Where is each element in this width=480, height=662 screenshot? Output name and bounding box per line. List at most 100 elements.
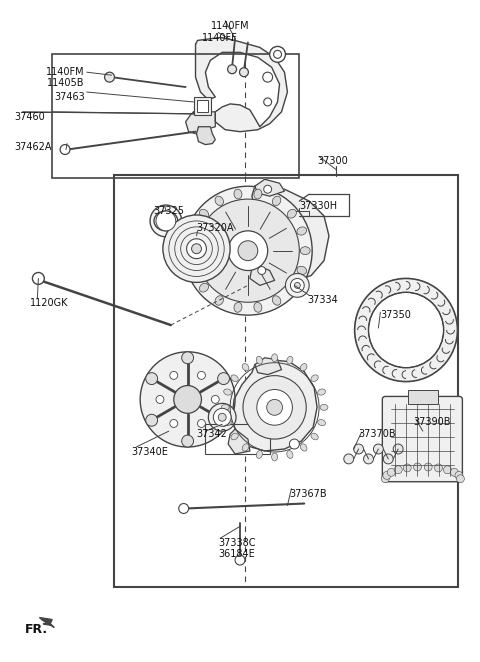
Circle shape bbox=[354, 444, 363, 454]
Polygon shape bbox=[252, 184, 329, 281]
Circle shape bbox=[146, 414, 157, 426]
Circle shape bbox=[217, 373, 229, 385]
Circle shape bbox=[228, 65, 237, 73]
Bar bbox=[205, 424, 270, 454]
Ellipse shape bbox=[287, 451, 293, 458]
Text: 37325: 37325 bbox=[153, 206, 184, 216]
Circle shape bbox=[146, 373, 157, 385]
Circle shape bbox=[197, 371, 205, 379]
Text: 37338C: 37338C bbox=[218, 538, 256, 548]
Polygon shape bbox=[195, 38, 288, 132]
Circle shape bbox=[182, 435, 193, 447]
Text: FR.: FR. bbox=[24, 622, 48, 636]
Circle shape bbox=[105, 72, 114, 82]
Circle shape bbox=[274, 50, 281, 58]
Text: 37300: 37300 bbox=[317, 156, 348, 166]
Ellipse shape bbox=[300, 363, 307, 371]
Ellipse shape bbox=[254, 189, 262, 199]
Text: 37390B: 37390B bbox=[413, 417, 450, 427]
Circle shape bbox=[451, 468, 458, 476]
Ellipse shape bbox=[186, 247, 195, 255]
Text: 37330H: 37330H bbox=[300, 201, 337, 211]
Circle shape bbox=[286, 273, 309, 297]
Circle shape bbox=[383, 471, 391, 479]
Circle shape bbox=[182, 352, 193, 363]
Text: 1140FF: 1140FF bbox=[203, 32, 238, 42]
Circle shape bbox=[381, 475, 389, 483]
Text: 37342: 37342 bbox=[196, 429, 228, 439]
Circle shape bbox=[455, 471, 463, 479]
Ellipse shape bbox=[234, 189, 242, 199]
Ellipse shape bbox=[221, 404, 229, 410]
Polygon shape bbox=[228, 429, 250, 454]
Text: 37340E: 37340E bbox=[131, 447, 168, 457]
Circle shape bbox=[60, 144, 70, 154]
Circle shape bbox=[163, 215, 230, 283]
Polygon shape bbox=[255, 357, 281, 375]
Circle shape bbox=[264, 98, 272, 106]
Polygon shape bbox=[250, 265, 275, 285]
Ellipse shape bbox=[272, 296, 281, 305]
Circle shape bbox=[208, 403, 236, 431]
Circle shape bbox=[424, 463, 432, 471]
Bar bbox=[52, 54, 300, 178]
Circle shape bbox=[211, 395, 219, 403]
Circle shape bbox=[238, 241, 258, 261]
Circle shape bbox=[267, 399, 283, 415]
Circle shape bbox=[174, 385, 202, 413]
Circle shape bbox=[289, 439, 300, 449]
Ellipse shape bbox=[256, 451, 263, 458]
Circle shape bbox=[235, 555, 245, 565]
Circle shape bbox=[456, 475, 464, 483]
Text: 37334: 37334 bbox=[307, 295, 338, 305]
Circle shape bbox=[264, 185, 272, 193]
Circle shape bbox=[369, 293, 444, 367]
Circle shape bbox=[257, 389, 292, 425]
Bar bbox=[196, 100, 208, 112]
Circle shape bbox=[344, 454, 354, 464]
Ellipse shape bbox=[256, 356, 263, 364]
Circle shape bbox=[387, 468, 395, 476]
Text: 37370B: 37370B bbox=[359, 429, 396, 439]
Ellipse shape bbox=[231, 375, 238, 381]
Ellipse shape bbox=[234, 303, 242, 312]
Circle shape bbox=[355, 279, 457, 381]
Bar bbox=[114, 175, 458, 587]
Circle shape bbox=[263, 72, 273, 82]
Polygon shape bbox=[232, 359, 317, 451]
Polygon shape bbox=[196, 126, 216, 144]
Ellipse shape bbox=[311, 375, 318, 381]
Text: 37460: 37460 bbox=[14, 112, 46, 122]
Text: 37462A: 37462A bbox=[14, 142, 52, 152]
Circle shape bbox=[240, 68, 249, 77]
Circle shape bbox=[384, 454, 393, 464]
Ellipse shape bbox=[318, 389, 325, 395]
Text: 37320A: 37320A bbox=[196, 223, 234, 233]
Circle shape bbox=[218, 413, 226, 421]
Ellipse shape bbox=[300, 247, 310, 255]
Ellipse shape bbox=[287, 283, 296, 292]
Circle shape bbox=[228, 231, 268, 271]
Ellipse shape bbox=[254, 303, 262, 312]
Circle shape bbox=[179, 504, 189, 514]
Ellipse shape bbox=[189, 266, 199, 275]
Ellipse shape bbox=[215, 296, 224, 305]
Circle shape bbox=[140, 352, 235, 447]
Bar bbox=[193, 97, 211, 115]
Circle shape bbox=[363, 454, 373, 464]
Ellipse shape bbox=[224, 389, 231, 395]
Text: 1120GK: 1120GK bbox=[29, 299, 68, 308]
Polygon shape bbox=[186, 112, 216, 134]
Circle shape bbox=[258, 267, 266, 275]
Ellipse shape bbox=[189, 227, 199, 235]
Text: 1140FM: 1140FM bbox=[46, 68, 85, 77]
Text: 1140FM: 1140FM bbox=[211, 21, 250, 30]
Ellipse shape bbox=[224, 420, 231, 426]
Circle shape bbox=[197, 420, 205, 428]
Circle shape bbox=[290, 279, 304, 293]
Text: 36184E: 36184E bbox=[218, 549, 255, 559]
Ellipse shape bbox=[199, 209, 208, 218]
Text: 37367B: 37367B bbox=[289, 489, 327, 498]
Ellipse shape bbox=[184, 186, 312, 315]
Ellipse shape bbox=[320, 404, 328, 410]
